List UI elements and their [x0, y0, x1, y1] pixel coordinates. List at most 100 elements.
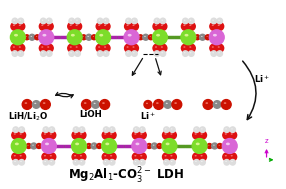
Circle shape [11, 139, 26, 153]
Circle shape [81, 35, 86, 40]
Circle shape [17, 22, 25, 30]
Ellipse shape [231, 155, 233, 156]
Ellipse shape [200, 155, 202, 156]
Ellipse shape [20, 161, 22, 162]
Ellipse shape [231, 133, 233, 135]
Circle shape [152, 30, 167, 45]
Ellipse shape [196, 143, 200, 145]
Circle shape [41, 51, 46, 56]
Ellipse shape [44, 133, 46, 135]
Circle shape [102, 44, 110, 52]
Ellipse shape [81, 128, 82, 129]
Circle shape [46, 18, 52, 24]
Ellipse shape [133, 20, 134, 21]
Ellipse shape [98, 145, 99, 146]
Circle shape [130, 22, 138, 30]
Circle shape [187, 22, 195, 30]
Circle shape [11, 44, 19, 52]
Ellipse shape [42, 20, 43, 21]
Ellipse shape [105, 143, 109, 145]
Circle shape [210, 44, 218, 52]
Ellipse shape [201, 161, 202, 162]
Ellipse shape [127, 20, 129, 21]
Circle shape [216, 22, 224, 30]
Circle shape [39, 30, 54, 45]
Circle shape [68, 22, 76, 30]
Ellipse shape [146, 103, 148, 104]
Circle shape [48, 153, 56, 161]
Ellipse shape [34, 103, 36, 104]
Circle shape [102, 153, 110, 161]
Ellipse shape [194, 155, 197, 156]
Ellipse shape [50, 155, 52, 156]
Circle shape [134, 160, 139, 165]
Text: LiH/Li$_2$O: LiH/Li$_2$O [8, 110, 49, 123]
Ellipse shape [164, 155, 166, 156]
Ellipse shape [156, 102, 159, 104]
Circle shape [217, 143, 222, 148]
Circle shape [86, 34, 92, 40]
Circle shape [132, 131, 140, 139]
Circle shape [12, 18, 18, 24]
Circle shape [130, 44, 138, 52]
Circle shape [108, 131, 116, 139]
Ellipse shape [155, 25, 157, 26]
Circle shape [229, 131, 237, 139]
Ellipse shape [42, 52, 43, 53]
Circle shape [194, 160, 199, 165]
Circle shape [164, 101, 172, 108]
Ellipse shape [105, 52, 106, 53]
Ellipse shape [200, 133, 202, 135]
Ellipse shape [194, 133, 197, 135]
Circle shape [73, 127, 79, 132]
Circle shape [168, 131, 176, 139]
Circle shape [26, 143, 31, 148]
Ellipse shape [43, 102, 45, 104]
Ellipse shape [76, 20, 78, 21]
Ellipse shape [161, 25, 163, 26]
Ellipse shape [136, 143, 140, 145]
Ellipse shape [99, 34, 103, 36]
Ellipse shape [70, 46, 72, 48]
Circle shape [12, 51, 18, 56]
Circle shape [49, 160, 55, 165]
Ellipse shape [74, 155, 76, 156]
Circle shape [198, 131, 206, 139]
Circle shape [153, 22, 161, 30]
Ellipse shape [140, 133, 142, 135]
Ellipse shape [14, 133, 16, 135]
Circle shape [104, 160, 109, 165]
Ellipse shape [50, 133, 52, 135]
Ellipse shape [135, 128, 136, 129]
Ellipse shape [215, 103, 217, 104]
Ellipse shape [144, 36, 146, 37]
Ellipse shape [42, 34, 46, 36]
Circle shape [192, 139, 207, 153]
Circle shape [92, 101, 99, 108]
Circle shape [75, 51, 80, 56]
Circle shape [200, 127, 205, 132]
Circle shape [138, 35, 143, 40]
Ellipse shape [110, 133, 112, 135]
Ellipse shape [218, 52, 220, 53]
Circle shape [74, 22, 82, 30]
Ellipse shape [162, 52, 163, 53]
Ellipse shape [13, 20, 15, 21]
Circle shape [103, 51, 109, 56]
Circle shape [164, 160, 169, 165]
Circle shape [49, 127, 55, 132]
Ellipse shape [74, 133, 76, 135]
Ellipse shape [70, 25, 72, 26]
Circle shape [73, 160, 79, 165]
Ellipse shape [75, 143, 79, 145]
Circle shape [187, 44, 195, 52]
Ellipse shape [132, 46, 134, 48]
Circle shape [132, 51, 137, 56]
Ellipse shape [36, 36, 37, 37]
Ellipse shape [166, 103, 168, 104]
Circle shape [159, 44, 167, 52]
Ellipse shape [212, 46, 214, 48]
Ellipse shape [48, 20, 49, 21]
Ellipse shape [225, 133, 227, 135]
Circle shape [224, 127, 230, 132]
